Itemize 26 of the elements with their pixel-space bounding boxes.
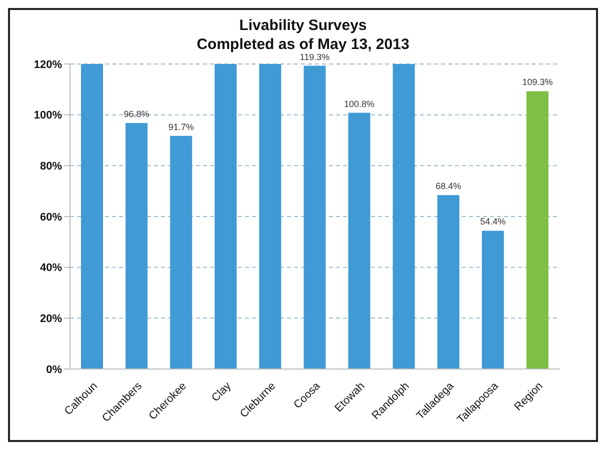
- bar: [392, 64, 415, 369]
- data-label: 96.8%: [124, 108, 150, 119]
- y-tick-label: 40%: [40, 262, 62, 274]
- bar: [526, 91, 548, 369]
- y-tick-label: 100%: [34, 110, 62, 122]
- x-tick-label: Clay: [210, 380, 234, 404]
- bar: [81, 64, 103, 369]
- y-tick-label: 60%: [40, 211, 62, 224]
- data-label: 100.8%: [344, 98, 375, 109]
- bar: [482, 230, 504, 369]
- y-tick-label: 120%: [34, 58, 62, 71]
- data-label: 54.4%: [480, 216, 506, 227]
- chart-title: Livability Surveys Completed as of May 13, 2013: [196, 16, 410, 54]
- y-tick-label: 0%: [46, 364, 62, 376]
- y-tick-label: 80%: [40, 160, 62, 173]
- bar: [214, 64, 237, 369]
- bar: [170, 136, 192, 369]
- data-label: 109.3%: [522, 77, 553, 88]
- bar: [126, 122, 148, 369]
- bar: [304, 66, 326, 369]
- bar: [259, 64, 282, 369]
- bar: [437, 195, 460, 369]
- y-tick-label: 20%: [40, 313, 62, 326]
- bar: [348, 112, 370, 369]
- data-label: 68.4%: [436, 181, 462, 192]
- data-label: 91.7%: [168, 122, 194, 132]
